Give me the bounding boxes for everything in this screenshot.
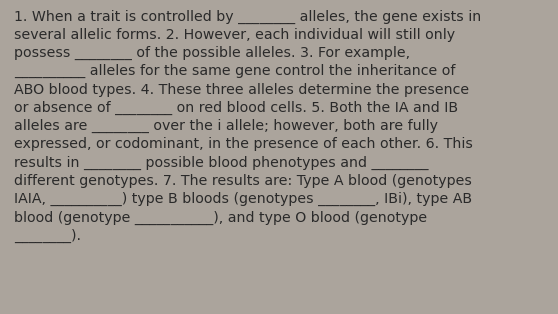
Text: 1. When a trait is controlled by ________ alleles, the gene exists in
several al: 1. When a trait is controlled by _______… (14, 9, 481, 243)
